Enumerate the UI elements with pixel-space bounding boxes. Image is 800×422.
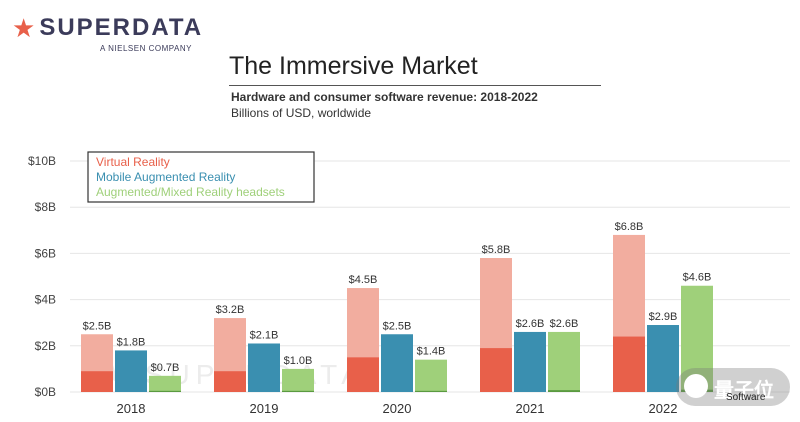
bar-virtual-reality-hardware	[214, 371, 246, 392]
brand-name: SUPERDATA	[39, 14, 204, 41]
bar-ar-headsets	[282, 368, 314, 392]
bar-ar-headsets-hardware	[548, 390, 580, 392]
bar-virtual-reality-hardware	[347, 357, 379, 392]
watermark-subtext: Software	[726, 392, 766, 403]
data-label: $1.4B	[417, 346, 446, 358]
data-label: $2.1B	[250, 329, 279, 341]
legend-entry: Virtual Reality	[96, 155, 170, 169]
x-tick-label: 2018	[117, 401, 146, 416]
x-tick-label: 2021	[516, 401, 545, 416]
x-tick-label: 2020	[383, 401, 412, 416]
x-tick-label: 2022	[649, 401, 678, 416]
legend-entry: Augmented/Mixed Reality headsets	[96, 185, 285, 199]
data-label: $0.7B	[151, 362, 180, 374]
y-tick-label: $4B	[35, 293, 56, 307]
legend-entry: Mobile Augmented Reality	[96, 170, 235, 184]
data-label: $2.5B	[83, 320, 112, 332]
bar-ar-headsets	[149, 375, 181, 392]
data-label: $2.9B	[649, 311, 678, 323]
y-tick-label: $6B	[35, 246, 56, 260]
bar-mobile-ar	[514, 331, 546, 392]
bar-ar-headsets-hardware	[282, 390, 314, 392]
data-label: $1.0B	[284, 355, 313, 367]
chart-title: The Immersive Market	[229, 52, 478, 80]
data-label: $2.6B	[516, 318, 545, 330]
bar-mobile-ar	[381, 334, 413, 392]
bar-virtual-reality-hardware	[81, 371, 113, 392]
x-tick-label: 2019	[250, 401, 279, 416]
bar-virtual-reality-hardware	[480, 348, 512, 392]
data-label: $2.5B	[383, 320, 412, 332]
bar-mobile-ar	[115, 350, 147, 392]
superdata-logo: ★ SUPERDATA A NIELSEN COMPANY	[12, 14, 203, 53]
chart-unit-label: Billions of USD, worldwide	[231, 106, 372, 120]
data-label: $1.8B	[117, 336, 146, 348]
bar-mobile-ar	[647, 325, 679, 392]
watermark-text: 量子位	[714, 380, 774, 402]
brand-tagline: A NIELSEN COMPANY	[100, 44, 192, 53]
data-label: $4.5B	[349, 274, 378, 286]
bar-mobile-ar	[248, 343, 280, 392]
bar-ar-headsets	[548, 331, 580, 392]
y-tick-label: $8B	[35, 200, 56, 214]
bar-ar-headsets-hardware	[149, 390, 181, 392]
bar-virtual-reality-hardware	[613, 336, 645, 392]
y-tick-label: $0B	[35, 385, 56, 399]
bar-ar-headsets-hardware	[415, 390, 447, 392]
star-icon: ★	[12, 13, 36, 43]
data-label: $6.8B	[615, 221, 644, 233]
data-label: $4.6B	[683, 272, 712, 284]
watermark-icon	[684, 374, 708, 398]
bar-ar-headsets	[415, 359, 447, 392]
y-tick-label: $10B	[28, 154, 56, 168]
legend-box	[87, 151, 315, 203]
y-tick-label: $2B	[35, 339, 56, 353]
chart-subtitle: Hardware and consumer software revenue: …	[231, 90, 538, 104]
data-label: $3.2B	[216, 304, 245, 316]
watermark-badge: 量子位 Software	[676, 368, 790, 406]
title-divider	[229, 85, 601, 86]
data-label: $5.8B	[482, 244, 511, 256]
data-label: $2.6B	[550, 318, 579, 330]
